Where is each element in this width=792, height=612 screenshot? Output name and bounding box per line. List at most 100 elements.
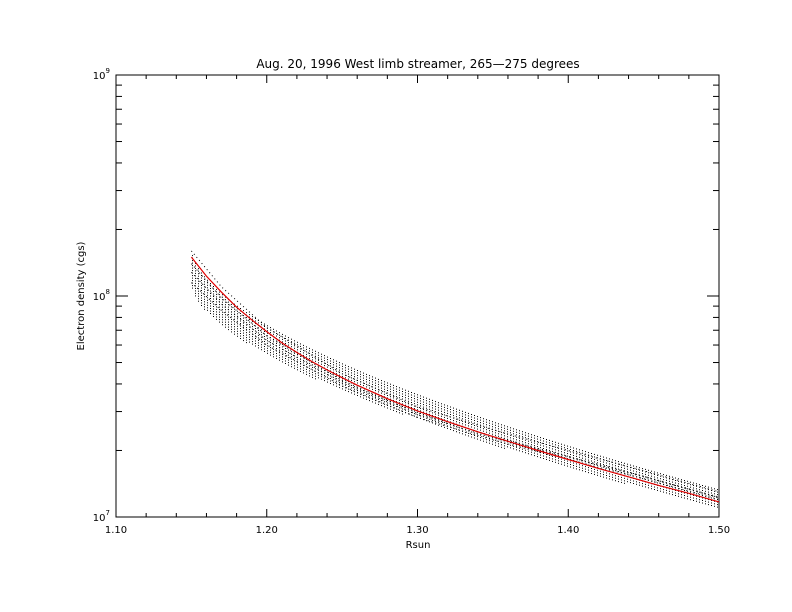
noise-dot <box>522 438 523 440</box>
noise-dot <box>369 375 370 377</box>
noise-dot <box>375 395 376 397</box>
noise-dot <box>339 387 340 389</box>
noise-dot <box>252 328 253 330</box>
noise-dot <box>237 335 238 337</box>
noise-dot <box>414 410 415 412</box>
noise-dot <box>300 365 301 367</box>
noise-dot <box>438 407 439 409</box>
noise-dot <box>294 340 295 342</box>
noise-dot <box>495 427 496 429</box>
noise-dot <box>681 489 682 491</box>
noise-dot <box>411 402 412 403</box>
noise-dot <box>627 478 628 480</box>
noise-dot <box>510 442 511 444</box>
noise-dot <box>318 354 319 356</box>
noise-dot <box>372 401 373 403</box>
noise-dot <box>384 383 385 385</box>
noise-dot <box>510 432 511 434</box>
noise-dot <box>237 310 238 312</box>
noise-dot <box>696 483 697 485</box>
noise-dot <box>321 378 322 380</box>
noise-dot <box>399 399 400 401</box>
noise-dot <box>408 393 409 395</box>
noise-dot <box>609 458 610 460</box>
noise-dot <box>291 353 292 355</box>
noise-dot <box>408 395 409 397</box>
noise-dot <box>438 419 439 421</box>
noise-dot <box>513 430 514 432</box>
noise-dot <box>420 410 421 412</box>
noise-dot <box>240 313 241 314</box>
noise-dot <box>534 447 535 449</box>
noise-dot <box>243 320 244 322</box>
noise-dot <box>696 488 697 490</box>
noise-dot <box>258 347 259 349</box>
noise-dot <box>468 412 469 414</box>
noise-dot <box>399 409 400 411</box>
noise-dot <box>420 412 421 414</box>
noise-dot <box>255 330 256 332</box>
noise-dot <box>477 423 478 425</box>
noise-dot <box>642 468 643 470</box>
noise-dot <box>306 356 307 358</box>
noise-dot <box>681 479 682 481</box>
noise-dot <box>552 460 553 462</box>
noise-dot <box>480 439 481 441</box>
noise-dot <box>330 358 331 359</box>
noise-dot <box>663 491 664 493</box>
noise-dot <box>279 359 280 361</box>
noise-dot <box>618 471 619 473</box>
noise-dot <box>717 491 718 493</box>
noise-dot <box>393 384 394 386</box>
noise-dot <box>570 446 571 448</box>
noise-dot <box>195 282 196 284</box>
noise-dot <box>471 436 472 438</box>
noise-dot <box>717 506 718 508</box>
noise-dot <box>675 477 676 479</box>
noise-dot <box>270 349 271 351</box>
noise-dot <box>534 440 535 442</box>
noise-dot <box>624 465 625 467</box>
noise-dot <box>435 408 436 410</box>
noise-dot <box>477 436 478 438</box>
noise-dot <box>585 453 586 455</box>
noise-dot <box>426 412 427 414</box>
noise-dot <box>303 369 304 371</box>
noise-dot <box>447 405 448 407</box>
noise-dot <box>456 418 457 420</box>
noise-dot <box>396 401 397 403</box>
noise-dot <box>387 405 388 406</box>
noise-dot <box>408 390 409 392</box>
noise-dot <box>630 472 631 474</box>
noise-dot <box>552 440 553 442</box>
noise-dot <box>660 480 661 482</box>
noise-dot <box>717 501 718 503</box>
noise-dot <box>594 453 595 455</box>
noise-dot <box>687 483 688 485</box>
noise-dot <box>396 411 397 413</box>
noise-dot <box>330 365 331 367</box>
noise-dot <box>210 300 211 302</box>
noise-dot <box>408 413 409 415</box>
noise-dot <box>423 419 424 421</box>
noise-dot <box>222 311 223 313</box>
noise-dot <box>198 300 199 302</box>
noise-dot <box>537 448 538 450</box>
noise-dot <box>252 326 253 328</box>
noise-dot <box>198 293 199 295</box>
noise-dot <box>363 397 364 399</box>
noise-dot <box>201 290 202 291</box>
noise-dot <box>216 306 217 308</box>
noise-dot <box>252 323 253 325</box>
noise-dot <box>399 397 400 399</box>
noise-dot <box>387 395 388 396</box>
noise-dot <box>693 485 694 486</box>
noise-dot <box>573 452 574 454</box>
noise-dot <box>378 398 379 400</box>
noise-dot <box>438 409 439 411</box>
noise-dot <box>459 422 460 424</box>
noise-dot <box>444 419 445 421</box>
noise-dot <box>522 451 523 453</box>
noise-dot <box>417 414 418 416</box>
noise-dot <box>234 331 235 333</box>
